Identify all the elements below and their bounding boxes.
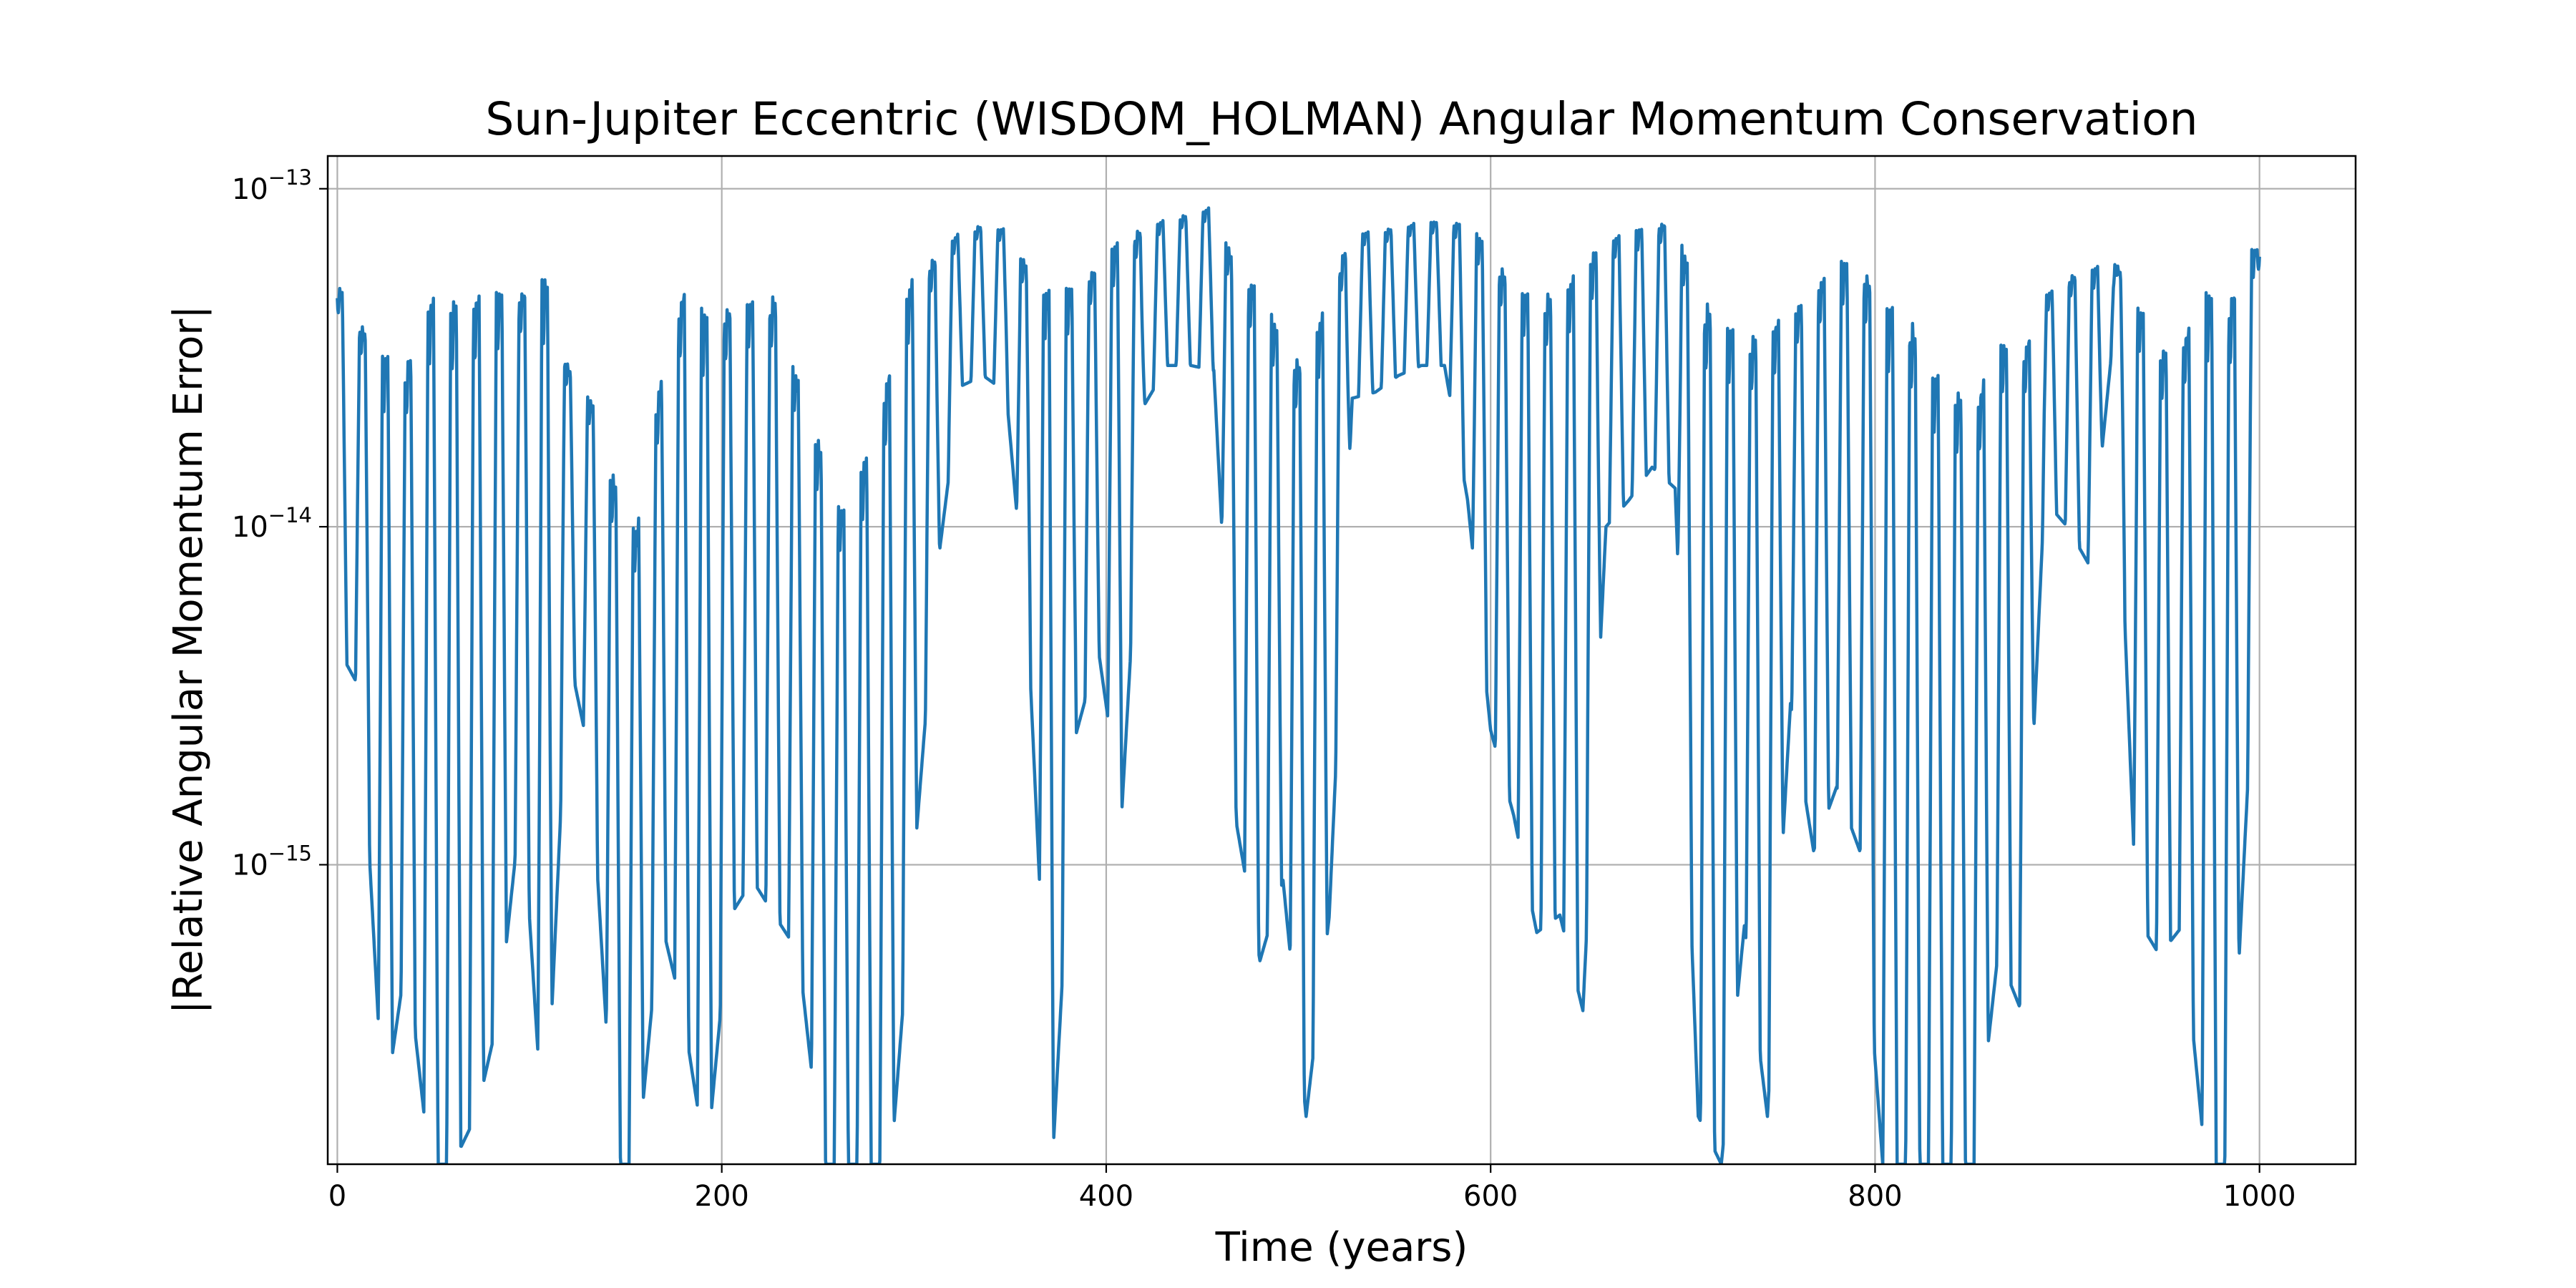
x-tick-label: 800 (1848, 1180, 1902, 1213)
series-group (336, 206, 2261, 1164)
plot-frame (326, 155, 2357, 1166)
y-tick-label: 10−13 (232, 165, 312, 206)
y-axis-label: |Relative Angular Momentum Error| (165, 306, 212, 1014)
x-tick-label: 400 (1079, 1180, 1133, 1213)
x-axis-label: Time (years) (1215, 1224, 1468, 1271)
x-tick-label: 600 (1463, 1180, 1518, 1213)
y-tick-label: 10−15 (232, 841, 312, 882)
x-tick-label: 1000 (2223, 1180, 2296, 1213)
series-line (336, 206, 2261, 1164)
y-tick-label: 10−14 (232, 503, 312, 544)
ticks: 0 200 400 600 800 1000 10−13 10−14 10−15 (232, 165, 2296, 1213)
x-tick-label: 200 (695, 1180, 749, 1213)
x-tick-label: 0 (328, 1180, 346, 1213)
chart-title: Sun-Jupiter Eccentric (WISDOM_HOLMAN) An… (485, 93, 2197, 145)
